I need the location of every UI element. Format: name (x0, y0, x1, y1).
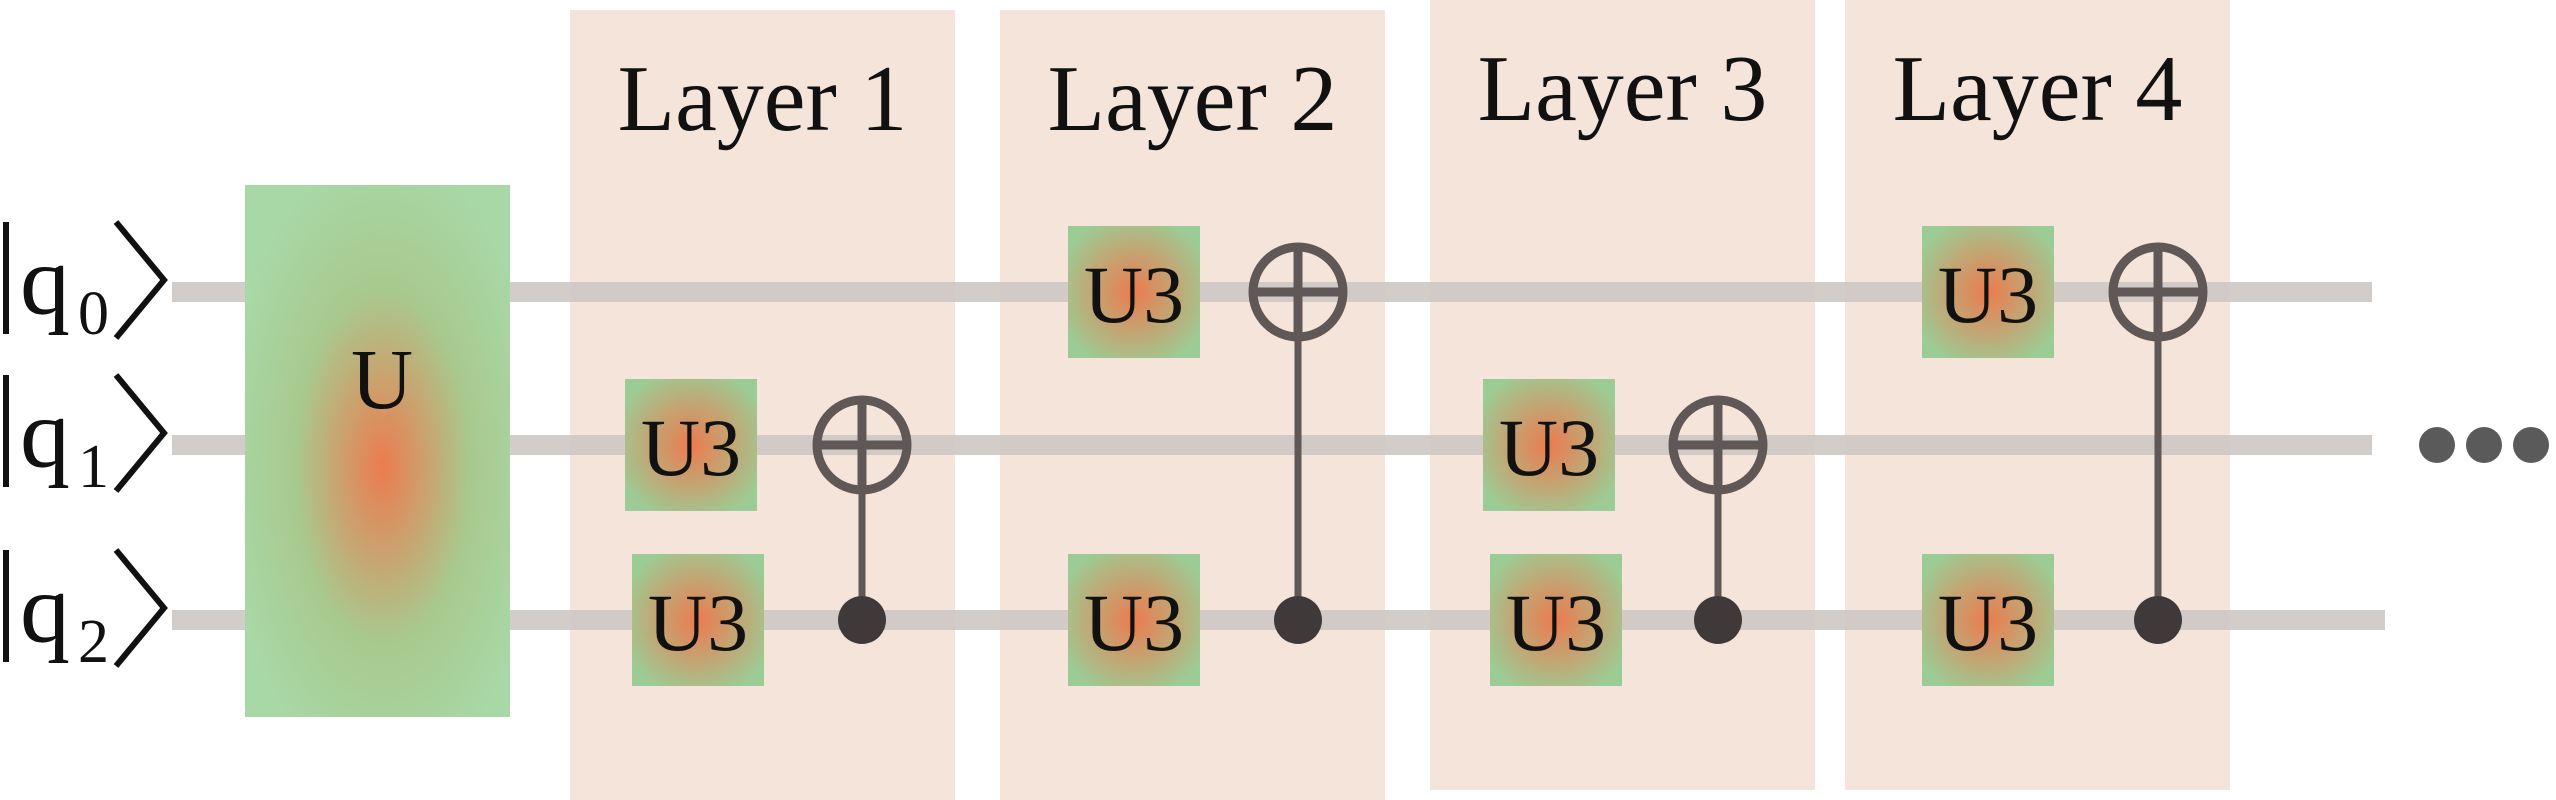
ellipsis-icon (2419, 427, 2549, 463)
u3-gate: U3 (1922, 554, 2054, 686)
u3-gate-label: U3 (648, 577, 748, 668)
cnot-control-dot (2134, 596, 2182, 644)
u3-gate-box (1068, 554, 1200, 686)
u3-gate-box (632, 554, 764, 686)
u3-gate-box (1490, 554, 1622, 686)
u3-gate: U3 (1490, 554, 1622, 686)
u3-gate-box (625, 379, 757, 511)
u3-gate: U3 (625, 379, 757, 511)
unitary-label: U (351, 331, 413, 427)
u3-gate-label: U3 (1938, 577, 2038, 668)
qubit-name: q (20, 378, 70, 489)
cnot-control-dot (1694, 596, 1742, 644)
cnot-gate (812, 395, 912, 644)
qubit-name: q (20, 225, 70, 336)
unitary-block: U (245, 185, 510, 717)
cnot-gate (2108, 242, 2208, 644)
qubit-name: q (20, 553, 70, 664)
u3-gate-box (1068, 226, 1200, 358)
ellipsis-dot (2513, 427, 2549, 463)
u3-gate: U3 (1922, 226, 2054, 358)
cnot-gate (1248, 242, 1348, 644)
cnot-gate (1668, 395, 1768, 644)
ket-angle (113, 220, 168, 340)
cnot-control-dot (1274, 596, 1322, 644)
qubit-labels: q 0q 1q 2 (3, 220, 168, 676)
qubit-subscript: 1 (78, 433, 109, 501)
layer-title: Layer 1 (618, 47, 908, 151)
layer-title: Layer 4 (1893, 37, 2183, 141)
u3-gate: U3 (1068, 226, 1200, 358)
layer-title: Layer 2 (1048, 47, 1338, 151)
ket-angle (113, 373, 168, 493)
u3-gate-box (1483, 379, 1615, 511)
ellipsis-dot (2419, 427, 2455, 463)
gates: U3 U3 U3 U3 U3 U3 U3 U3 (625, 226, 2208, 686)
u3-gate-label: U3 (1084, 249, 1184, 340)
u3-gate-label: U3 (1499, 402, 1599, 493)
u3-gate-box (1922, 554, 2054, 686)
layer-title: Layer 3 (1478, 37, 1768, 141)
ellipsis-dot (2466, 427, 2502, 463)
u3-gate: U3 (632, 554, 764, 686)
u3-gate-box (1922, 226, 2054, 358)
ket-angle (113, 548, 168, 668)
qubit-subscript: 0 (78, 280, 109, 348)
cnot-control-dot (838, 596, 886, 644)
unitary-box (245, 185, 510, 717)
layer-backgrounds (570, 0, 2230, 800)
u3-gate: U3 (1483, 379, 1615, 511)
u3-gate: U3 (1068, 554, 1200, 686)
u3-gate-label: U3 (641, 402, 741, 493)
u3-gate-label: U3 (1506, 577, 1606, 668)
u3-gate-label: U3 (1084, 577, 1184, 668)
qubit-subscript: 2 (78, 608, 109, 676)
u3-gate-label: U3 (1938, 249, 2038, 340)
layer-titles: Layer 1 Layer 2 Layer 3 Layer 4 (618, 37, 2183, 151)
